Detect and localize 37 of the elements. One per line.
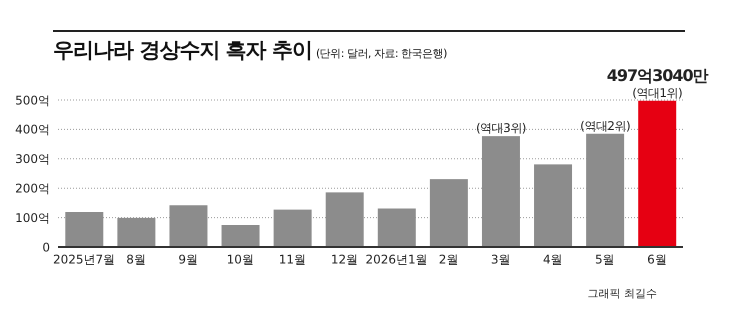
x-tick-label: 6월	[647, 252, 667, 267]
x-tick-label: 8월	[126, 252, 146, 267]
bar	[482, 136, 520, 247]
data-label: 497억3040만	[606, 66, 709, 85]
bar	[65, 212, 104, 247]
x-tick-label: 12월	[330, 252, 358, 267]
annotation: (역대3위)	[476, 121, 526, 136]
x-tick-label: 5월	[595, 252, 615, 267]
bar	[378, 208, 416, 247]
x-tick-label: 9월	[178, 252, 198, 267]
annotation: (역대1위)	[632, 86, 682, 100]
y-tick-label: 400억	[15, 122, 50, 137]
bar	[222, 224, 260, 247]
bar	[117, 218, 156, 247]
bar	[638, 100, 676, 247]
chart-title: 우리나라 경상수지 흑자 추이	[53, 38, 312, 62]
chart-subtitle: (단위: 달러, 자료: 한국은행)	[316, 47, 447, 60]
x-tick-label: 11월	[278, 252, 306, 267]
text: 그래픽 최길수	[588, 286, 657, 301]
x-tick-label: 2월	[438, 252, 458, 267]
bar	[169, 205, 208, 247]
x-tick-label: 4월	[542, 252, 563, 267]
y-tick-label: 0	[42, 240, 50, 254]
annotation: (역대2위)	[580, 118, 630, 133]
y-tick-label: 500억	[15, 93, 50, 108]
x-tick-label: 2025년7월	[52, 252, 116, 267]
bar	[274, 210, 312, 247]
bar	[430, 179, 468, 247]
y-tick-label: 300억	[15, 152, 50, 166]
x-tick-label: 10월	[226, 252, 254, 267]
x-tick-label: 2026년1월	[365, 252, 428, 267]
bar	[534, 164, 572, 247]
bar	[326, 192, 364, 247]
bar	[586, 134, 624, 247]
y-tick-label: 100억	[15, 210, 50, 225]
y-tick-label: 200억	[15, 181, 50, 196]
x-tick-label: 3월	[490, 252, 511, 267]
